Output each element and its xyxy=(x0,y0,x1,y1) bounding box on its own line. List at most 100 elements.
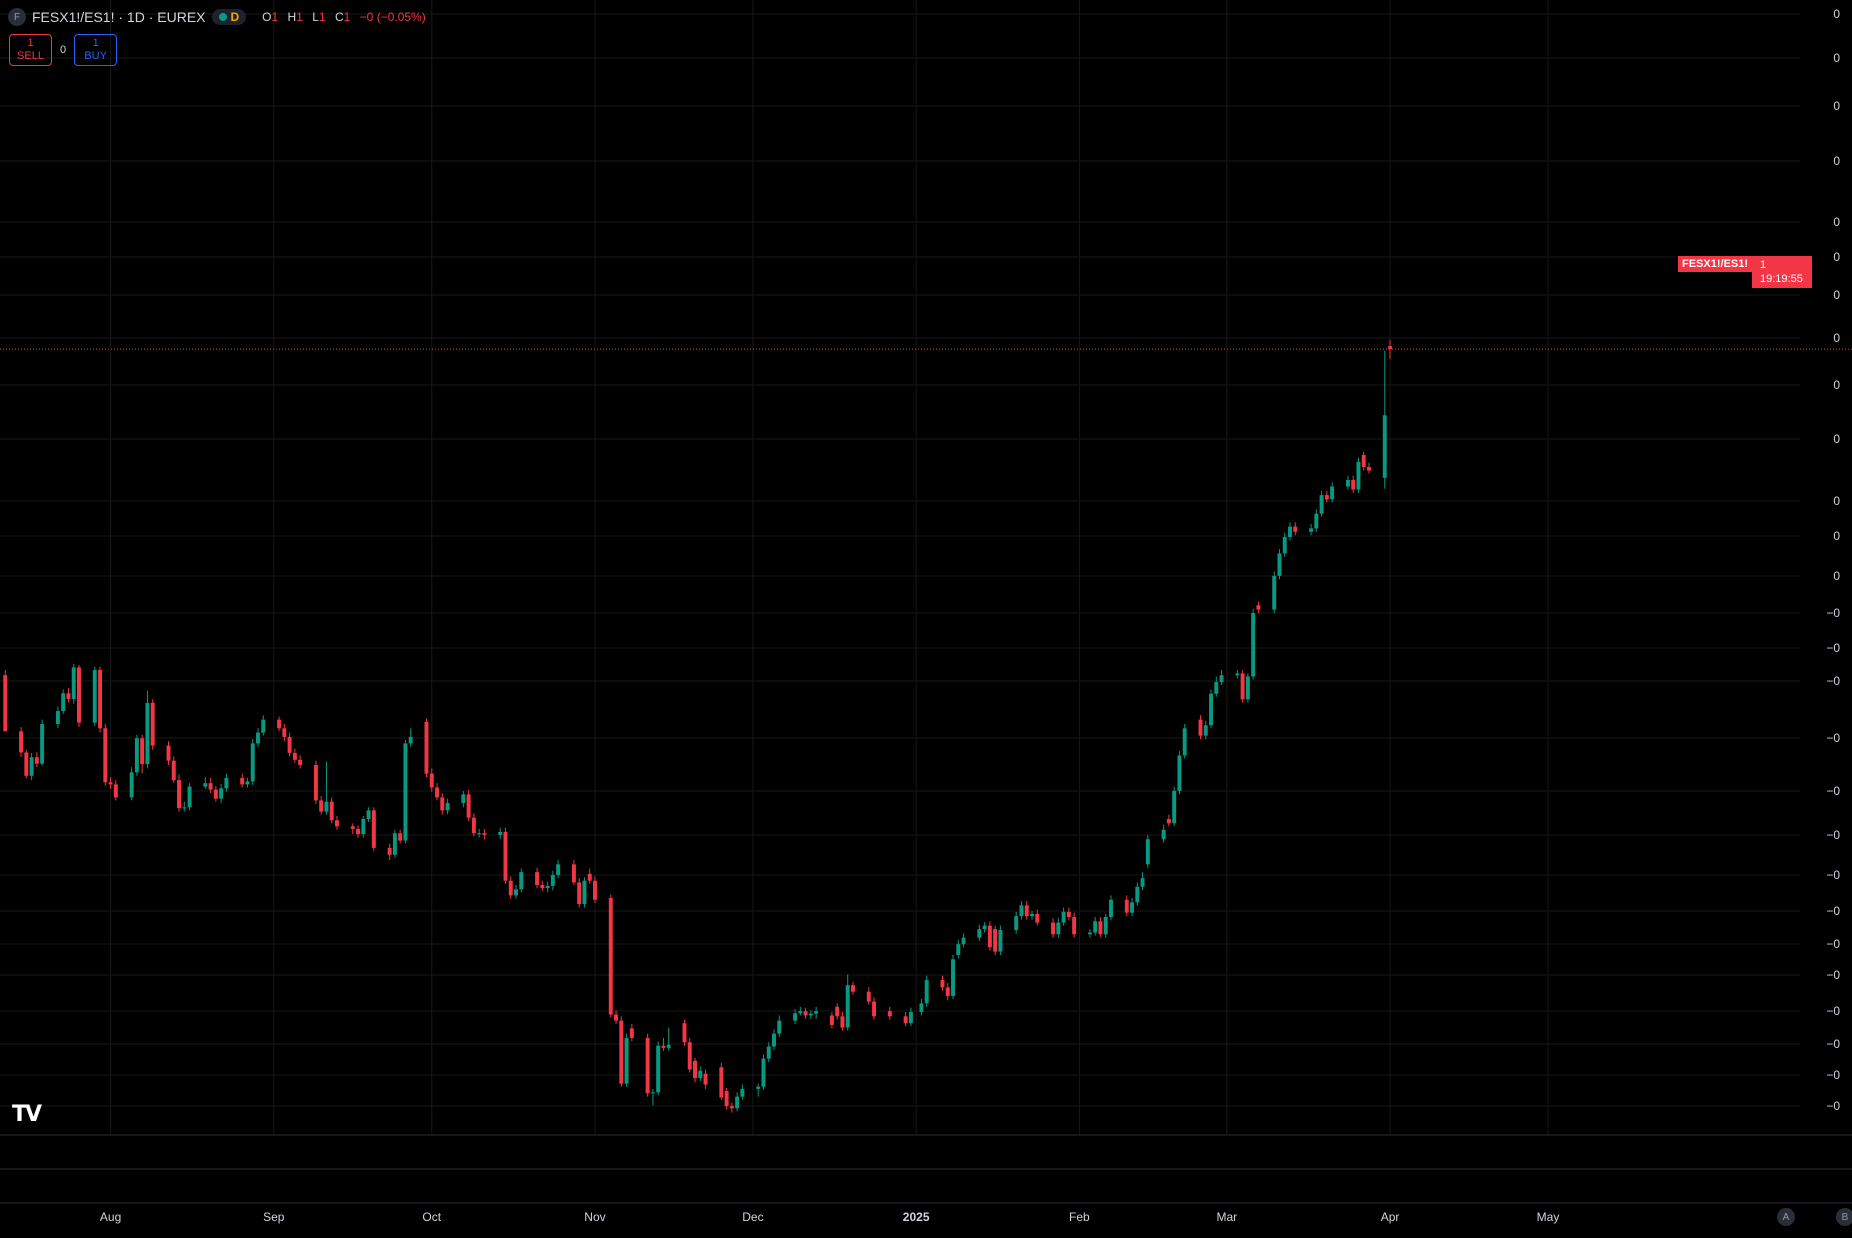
candle xyxy=(92,666,97,727)
candle-body xyxy=(777,1020,782,1034)
candle-body xyxy=(503,831,508,881)
y-tick-label: 0 xyxy=(1833,378,1840,392)
log-scale-button[interactable]: B xyxy=(1836,1208,1852,1226)
candle xyxy=(245,777,250,788)
candle-body xyxy=(587,873,592,881)
y-tick-label: −0 xyxy=(1826,1004,1840,1018)
market-status[interactable]: D xyxy=(211,9,247,25)
horizontal-grid xyxy=(0,13,1800,1107)
candle xyxy=(403,739,408,844)
auto-scale-button[interactable]: A xyxy=(1777,1208,1795,1226)
x-tick-label: Mar xyxy=(1216,1210,1237,1224)
tradingview-logo-icon[interactable]: TV xyxy=(12,1102,42,1127)
candle-body xyxy=(150,702,155,746)
candle-body xyxy=(134,738,139,773)
low-label: L xyxy=(312,10,319,24)
candle xyxy=(1087,929,1092,938)
candle xyxy=(619,1016,624,1087)
candle xyxy=(729,1102,734,1113)
price-axis[interactable]: 0 0 0 0 0 0 0 0 0 0 0 0 0 −0 −0 −0 −0 −0 −0 −0 −0 −0 −0 −0 −0 −0 −… xyxy=(1826,7,1840,1113)
candle-body xyxy=(429,773,434,788)
candle xyxy=(1245,673,1250,703)
candle xyxy=(1056,918,1061,938)
candle xyxy=(1161,824,1166,843)
candle xyxy=(998,925,1003,955)
candle-body xyxy=(108,782,113,785)
candle xyxy=(1198,715,1203,740)
sell-button[interactable]: 1 SELL xyxy=(9,34,52,66)
candle xyxy=(3,670,8,732)
buy-button[interactable]: 1 BUY xyxy=(74,34,118,66)
candle-body xyxy=(1367,467,1371,471)
candle xyxy=(940,975,945,991)
candle-body xyxy=(424,721,429,774)
candle-body xyxy=(3,675,8,732)
candle xyxy=(177,774,181,812)
candle xyxy=(735,1092,740,1112)
candle xyxy=(951,955,955,1000)
candle-body xyxy=(1130,902,1135,913)
candle-body xyxy=(292,752,297,760)
candle xyxy=(908,1007,913,1027)
candle-body xyxy=(1282,537,1287,554)
candle-body xyxy=(772,1033,776,1047)
candle xyxy=(292,748,297,763)
candle-body xyxy=(656,1045,661,1093)
candle-body xyxy=(282,728,287,737)
candle-body xyxy=(761,1058,766,1087)
y-tick-label: 0 xyxy=(1833,331,1840,345)
candle-body xyxy=(887,1011,892,1017)
candle xyxy=(772,1029,776,1050)
candle xyxy=(108,777,113,789)
candle-body xyxy=(277,719,282,729)
y-tick-label: −0 xyxy=(1826,1068,1840,1082)
symbol-title[interactable]: FESX1!/ES1! · 1D · EUREX xyxy=(32,9,206,25)
candle xyxy=(19,727,24,757)
candle-body xyxy=(203,783,208,787)
candle xyxy=(392,829,397,858)
buy-price: 1 xyxy=(92,37,99,49)
candle-body xyxy=(508,880,513,896)
y-tick-label: 0 xyxy=(1833,250,1840,264)
candle-body xyxy=(1209,693,1213,726)
y-tick-label: −0 xyxy=(1826,784,1840,798)
candle-body xyxy=(1172,790,1177,824)
candle-body xyxy=(1051,922,1056,935)
candle xyxy=(40,719,45,766)
candle xyxy=(629,1024,634,1042)
candle xyxy=(1130,898,1135,917)
x-tick-label: Apr xyxy=(1381,1210,1400,1224)
candle-body xyxy=(166,745,171,761)
y-tick-label: 0 xyxy=(1833,494,1840,508)
candle-body xyxy=(550,875,555,886)
candle-body xyxy=(398,833,403,841)
x-tick-label: Dec xyxy=(742,1210,763,1224)
x-tick-label: Oct xyxy=(422,1210,441,1224)
candle-body xyxy=(1382,415,1387,478)
symbol-logo-icon[interactable]: F xyxy=(8,8,26,26)
candle xyxy=(1309,524,1314,536)
candle-body xyxy=(582,880,587,905)
candle-body xyxy=(319,800,324,812)
candle-body xyxy=(798,1011,803,1014)
candle-body xyxy=(77,667,81,723)
candle-body xyxy=(1251,613,1256,677)
candle xyxy=(71,663,76,704)
x-tick-label: Sep xyxy=(263,1210,285,1224)
candle-body xyxy=(1109,899,1113,917)
candle xyxy=(982,922,987,933)
candle-body xyxy=(1293,526,1298,532)
candle xyxy=(1093,917,1098,936)
candle-body xyxy=(356,828,361,835)
candle xyxy=(961,933,966,948)
candle xyxy=(1382,350,1387,489)
candle-body xyxy=(1324,495,1329,500)
candle xyxy=(1182,723,1187,759)
x-tick-label: 2025 xyxy=(903,1210,930,1224)
candle-body xyxy=(240,777,245,785)
candle xyxy=(693,1057,697,1083)
time-axis[interactable]: Aug Sep Oct Nov Dec 2025 Feb Mar Apr May xyxy=(100,1210,1559,1224)
candle-body xyxy=(1166,818,1171,824)
candle xyxy=(1251,608,1256,680)
